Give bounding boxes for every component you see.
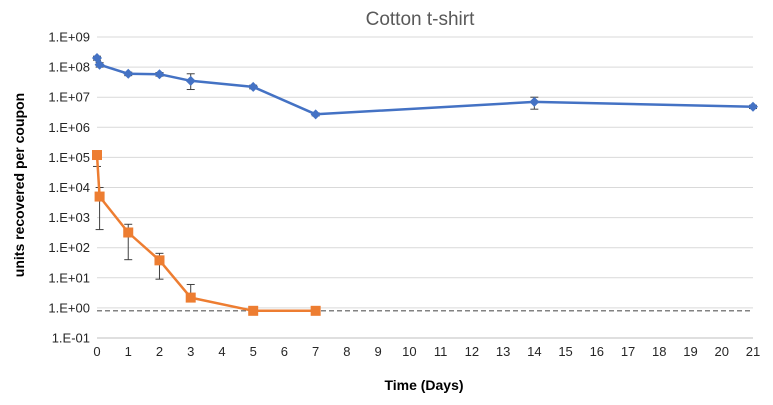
x-tick-label: 6 (281, 344, 288, 359)
series-line (95, 57, 754, 116)
y-tick-label: 1.E+07 (48, 90, 90, 105)
x-tick-label: 21 (746, 344, 760, 359)
data-point-square (154, 255, 165, 266)
data-point-diamond (748, 101, 758, 112)
x-tick-label: 15 (558, 344, 572, 359)
y-tick-labels: 1.E+09 1.E+08 1.E+07 1.E+06 1.E+05 1.E+04 1.E+… (48, 30, 90, 346)
x-tick-label: 3 (187, 344, 194, 359)
data-point-square (310, 305, 321, 316)
x-tick-labels: 0 1 2 3 4 5 6 7 8 9 10 11 12 13 14 15 16 17 18 19 20 21 (93, 344, 760, 359)
x-tick-label: 1 (125, 344, 132, 359)
x-tick-label: 10 (402, 344, 416, 359)
data-point-diamond (310, 109, 321, 120)
x-tick-label: 4 (218, 344, 225, 359)
data-point-square (248, 305, 259, 316)
series-2 (92, 150, 321, 316)
y-tick-label: 1.E+03 (48, 210, 90, 225)
x-tick-label: 0 (93, 344, 100, 359)
y-tick-label: 1.E+05 (48, 150, 90, 165)
x-tick-label: 2 (156, 344, 163, 359)
x-tick-label: 14 (527, 344, 541, 359)
y-tick-label: 1.E+06 (48, 120, 90, 135)
x-tick-label: 17 (621, 344, 635, 359)
data-point-diamond (248, 81, 259, 92)
series-group (92, 53, 758, 316)
x-tick-label: 12 (465, 344, 479, 359)
y-axis-label: units recovered per coupon (11, 93, 27, 277)
data-point-square (185, 292, 196, 303)
x-tick-label: 11 (434, 344, 448, 359)
y-tick-label: 1.E+08 (48, 60, 90, 75)
x-tick-label: 20 (715, 344, 729, 359)
series-1 (92, 53, 758, 120)
data-point-square (92, 150, 102, 161)
data-point-diamond (123, 68, 134, 79)
x-tick-label: 8 (343, 344, 350, 359)
y-tick-label: 1.E+01 (48, 270, 90, 285)
y-tick-label: 1.E+02 (48, 240, 90, 255)
y-tick-label: 1.E-01 (52, 331, 90, 346)
chart-title: Cotton t-shirt (366, 9, 475, 30)
x-tick-label: 7 (312, 344, 319, 359)
data-point-diamond (154, 69, 165, 80)
gridlines (97, 36, 753, 339)
y-tick-label: 1.E+09 (48, 30, 90, 45)
x-tick-label: 18 (652, 344, 666, 359)
data-point-diamond (529, 96, 540, 107)
x-tick-label: 16 (590, 344, 604, 359)
data-point-diamond (94, 59, 105, 70)
x-tick-label: 5 (250, 344, 257, 359)
data-point-diamond (185, 75, 196, 86)
data-point-square (94, 191, 105, 202)
y-tick-label: 1.E+00 (48, 300, 90, 315)
x-tick-label: 19 (683, 344, 697, 359)
y-tick-label: 1.E+04 (48, 180, 90, 195)
data-point-square (123, 227, 134, 238)
x-tick-label: 9 (375, 344, 382, 359)
x-tick-label: 13 (496, 344, 510, 359)
x-axis-label: Time (Days) (384, 377, 463, 393)
